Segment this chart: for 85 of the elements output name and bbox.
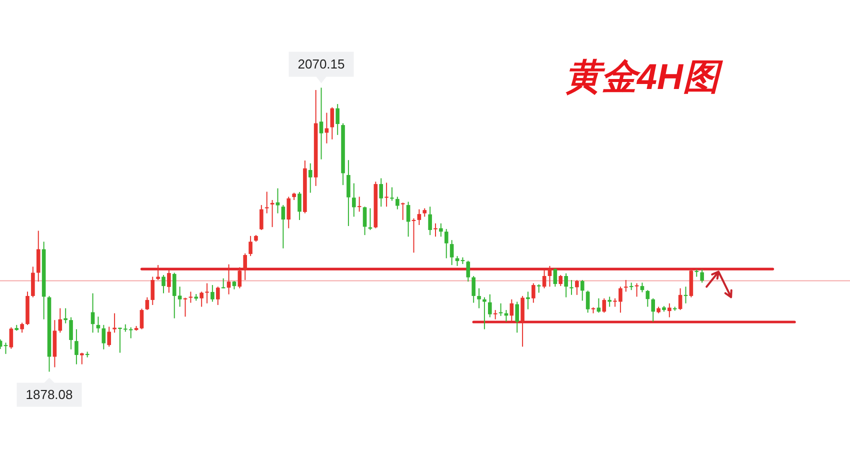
candlestick (260, 204, 264, 231)
candlestick (216, 286, 220, 306)
candlestick (107, 326, 111, 348)
candlestick (31, 266, 35, 298)
candlestick (36, 230, 40, 282)
candlestick (286, 196, 291, 229)
candlestick (596, 298, 601, 314)
candlestick (477, 288, 481, 309)
candlestick (167, 269, 171, 294)
candlestick (298, 192, 302, 220)
candlestick (580, 279, 584, 302)
candlestick (238, 266, 242, 289)
candlestick (439, 222, 443, 238)
annotation: 1878.08 (26, 387, 73, 402)
candlestick (564, 272, 568, 298)
chart-title: 黄金4H图 (564, 56, 724, 97)
candlestick (145, 296, 150, 311)
candlestick (602, 298, 606, 314)
candlestick (205, 282, 209, 304)
candlestick (646, 290, 650, 308)
candlestick (58, 308, 62, 334)
candlestick (466, 260, 470, 282)
candlestick (210, 284, 214, 302)
candlestick (498, 302, 503, 316)
candlestick (384, 182, 388, 208)
candlestick (346, 160, 350, 227)
candlestick (532, 282, 536, 304)
candlestick (651, 298, 655, 322)
candlestick (248, 235, 252, 257)
candlestick (140, 308, 144, 330)
candlestick (379, 178, 383, 208)
candlestick (150, 276, 155, 306)
candlestick (102, 324, 106, 350)
candlestick (330, 106, 334, 140)
candlestick (362, 206, 367, 236)
candlestick (319, 87, 324, 160)
candlestick (678, 288, 682, 311)
candlestick (69, 316, 73, 350)
candlestick (390, 186, 394, 202)
candlestick (434, 222, 438, 238)
candlestick (668, 302, 672, 318)
candlestick (20, 322, 24, 334)
candlestick (276, 188, 280, 214)
candlestick (444, 228, 448, 259)
candlestick (90, 292, 95, 334)
candlestick (553, 268, 558, 288)
candlestick (264, 191, 269, 214)
candlestick (308, 162, 312, 194)
candlestick (406, 201, 410, 238)
candlestick (243, 252, 247, 280)
candlestick (570, 279, 574, 296)
candlestick (9, 326, 14, 350)
candlestick (586, 290, 590, 314)
candlestick (270, 200, 274, 228)
candlestick (700, 268, 704, 284)
candlestick (221, 278, 226, 289)
candlestick (510, 298, 514, 322)
candlestick (4, 342, 8, 354)
candlestick (417, 208, 422, 226)
candlestick (624, 279, 628, 292)
candlestick (520, 295, 524, 348)
candlestick (281, 204, 286, 249)
candlestick (548, 265, 552, 288)
candlestick (357, 196, 362, 212)
candlestick (80, 352, 84, 365)
candlestick (640, 282, 644, 293)
candlestick (352, 182, 356, 218)
candlestick (515, 301, 519, 334)
candlestick (558, 274, 563, 287)
candlestick (74, 328, 78, 365)
candlestick (156, 264, 160, 280)
candlestick (450, 240, 454, 266)
candlestick (336, 104, 340, 136)
candlestick (400, 202, 405, 220)
candlestick (226, 264, 231, 295)
annotation: 2070.15 (298, 56, 345, 72)
candlestick (575, 279, 579, 296)
candlestick (96, 316, 100, 334)
candlestick (472, 276, 476, 304)
candlestick (200, 291, 204, 308)
candlestick (488, 294, 492, 318)
candlestick (396, 196, 400, 210)
candlestick (162, 274, 166, 294)
candlestick (542, 269, 546, 289)
candlestick (428, 206, 432, 236)
